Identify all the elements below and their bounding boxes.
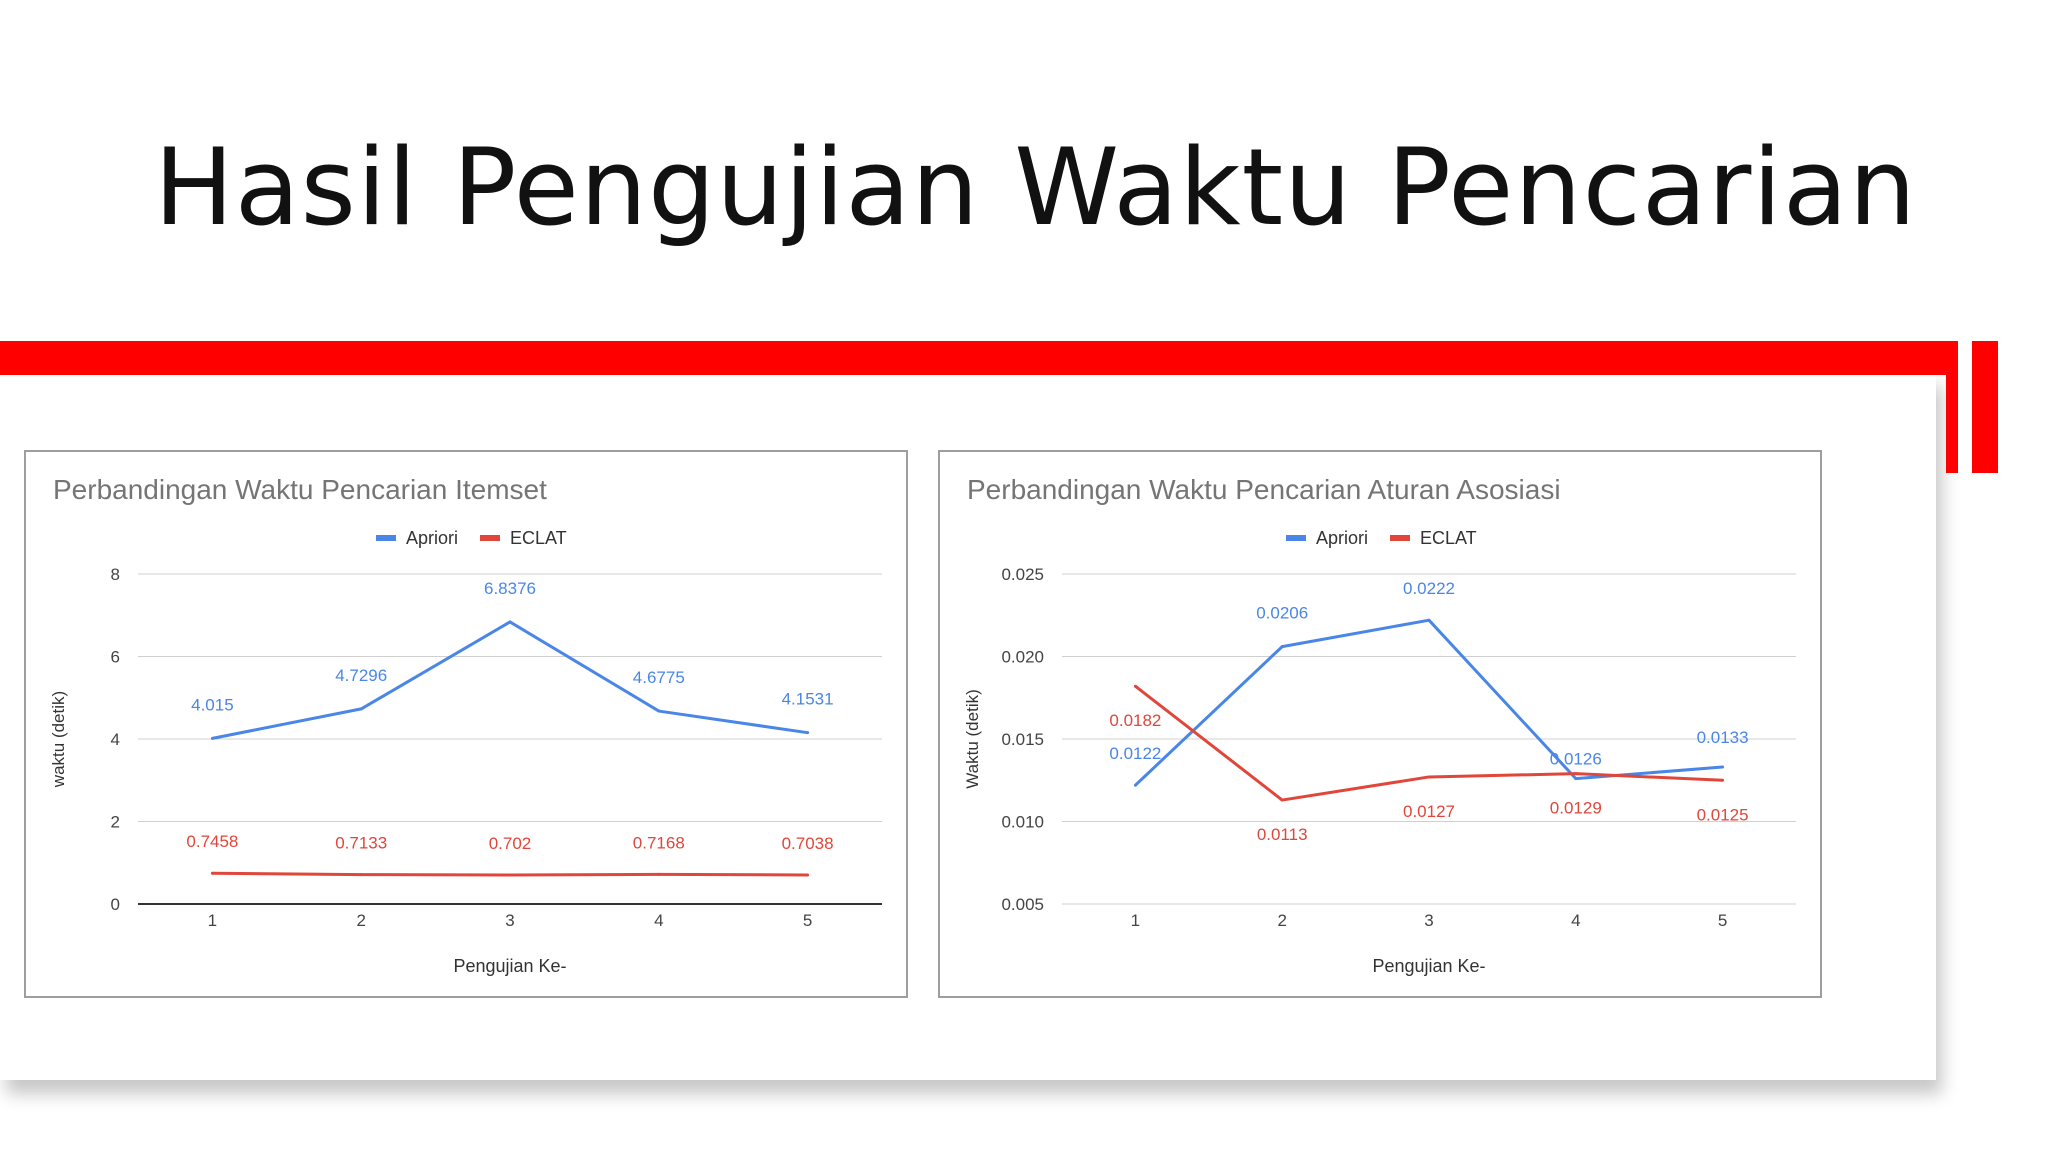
data-point-eclat [806, 873, 810, 877]
y-tick-label: 8 [111, 565, 120, 584]
x-tick-label: 1 [208, 911, 217, 930]
x-axis-title: Pengujian Ke- [453, 956, 566, 976]
data-point-eclat [1574, 772, 1578, 776]
data-point-apriori [210, 736, 214, 740]
legend-label-apriori: Apriori [1316, 528, 1368, 548]
y-tick-label: 0.010 [1001, 813, 1044, 832]
data-label-apriori: 0.0133 [1697, 728, 1749, 747]
red-accent-bar [0, 341, 1958, 375]
x-tick-label: 3 [1424, 911, 1433, 930]
data-label-apriori: 4.015 [191, 695, 234, 714]
y-tick-label: 0.020 [1001, 648, 1044, 667]
data-point-eclat [1721, 778, 1725, 782]
data-label-eclat: 0.702 [489, 834, 532, 853]
red-accent-post-right [1972, 341, 1998, 473]
data-label-apriori: 0.0122 [1109, 744, 1161, 763]
y-tick-label: 6 [111, 648, 120, 667]
data-label-eclat: 0.0182 [1109, 711, 1161, 730]
data-point-apriori [1574, 777, 1578, 781]
data-point-apriori [1721, 765, 1725, 769]
y-tick-label: 4 [111, 730, 120, 749]
data-point-apriori [657, 709, 661, 713]
y-tick-label: 0 [111, 895, 120, 914]
data-label-eclat: 0.0113 [1257, 825, 1308, 844]
data-label-eclat: 0.0127 [1403, 802, 1455, 821]
legend-swatch-eclat [1390, 535, 1410, 541]
x-axis-title: Pengujian Ke- [1372, 956, 1485, 976]
x-tick-label: 2 [356, 911, 365, 930]
y-tick-label: 0.025 [1001, 565, 1044, 584]
data-point-apriori [1133, 783, 1137, 787]
data-point-eclat [508, 873, 512, 877]
chart-title: Perbandingan Waktu Pencarian Itemset [53, 474, 547, 505]
legend-swatch-apriori [376, 535, 396, 541]
data-label-eclat: 0.0129 [1550, 799, 1602, 818]
red-accent-post-left [1946, 341, 1958, 473]
data-label-apriori: 0.0222 [1403, 579, 1455, 598]
x-tick-label: 5 [1718, 911, 1727, 930]
y-tick-label: 0.005 [1001, 895, 1044, 914]
series-line-apriori [212, 620, 808, 740]
legend-swatch-eclat [480, 535, 500, 541]
x-tick-label: 5 [803, 911, 812, 930]
association-rule-chart-svg: Apriori ECLAT 0.005 0.010 0.015 0.020 0.025 1 2 3… [963, 528, 1796, 976]
legend-label-apriori: Apriori [406, 528, 458, 548]
data-label-eclat: 0.7168 [633, 833, 685, 852]
data-point-eclat [210, 871, 214, 875]
data-label-eclat: 0.7133 [335, 834, 387, 853]
series-line-apriori [1134, 618, 1723, 787]
x-tick-label: 3 [505, 911, 514, 930]
data-label-apriori: 6.8376 [484, 579, 536, 598]
chart-title: Perbandingan Waktu Pencarian Aturan Asos… [967, 474, 1561, 505]
y-tick-label: 2 [111, 813, 120, 832]
data-point-eclat [1133, 684, 1137, 688]
itemset-chart-svg: Apriori ECLAT 0 2 4 6 8 1 2 3 4 5 Pengujian Ke-waktu… [49, 528, 882, 976]
data-label-apriori: 0.0126 [1550, 750, 1602, 769]
legend-label-eclat: ECLAT [510, 528, 567, 548]
itemset-chart: Perbandingan Waktu Pencarian Itemset Apr… [24, 450, 908, 998]
data-label-apriori: 0.0206 [1256, 604, 1308, 623]
data-point-apriori [806, 731, 810, 735]
data-label-apriori: 4.7296 [335, 666, 387, 685]
data-point-apriori [1427, 618, 1431, 622]
legend-swatch-apriori [1286, 535, 1306, 541]
data-point-eclat [359, 873, 363, 877]
x-tick-label: 2 [1277, 911, 1286, 930]
y-axis-title: waktu (detik) [49, 691, 68, 788]
data-label-eclat: 0.7458 [186, 832, 238, 851]
data-point-eclat [1280, 798, 1284, 802]
data-point-eclat [657, 872, 661, 876]
legend-label-eclat: ECLAT [1420, 528, 1477, 548]
data-point-apriori [1280, 645, 1284, 649]
data-point-apriori [508, 620, 512, 624]
x-tick-label: 4 [1571, 911, 1580, 930]
data-label-eclat: 0.7038 [782, 834, 834, 853]
y-axis-title: Waktu (detik) [963, 689, 982, 789]
data-point-eclat [1427, 775, 1431, 779]
x-tick-label: 1 [1131, 911, 1140, 930]
slide-title: Hasil Pengujian Waktu Pencarian [154, 126, 1917, 249]
association-rule-chart: Perbandingan Waktu Pencarian Aturan Asos… [938, 450, 1822, 998]
x-tick-label: 4 [654, 911, 663, 930]
data-label-apriori: 4.6775 [633, 668, 685, 687]
data-label-eclat: 0.0125 [1697, 805, 1749, 824]
data-point-apriori [359, 707, 363, 711]
y-tick-label: 0.015 [1001, 730, 1044, 749]
data-label-apriori: 4.1531 [782, 690, 834, 709]
